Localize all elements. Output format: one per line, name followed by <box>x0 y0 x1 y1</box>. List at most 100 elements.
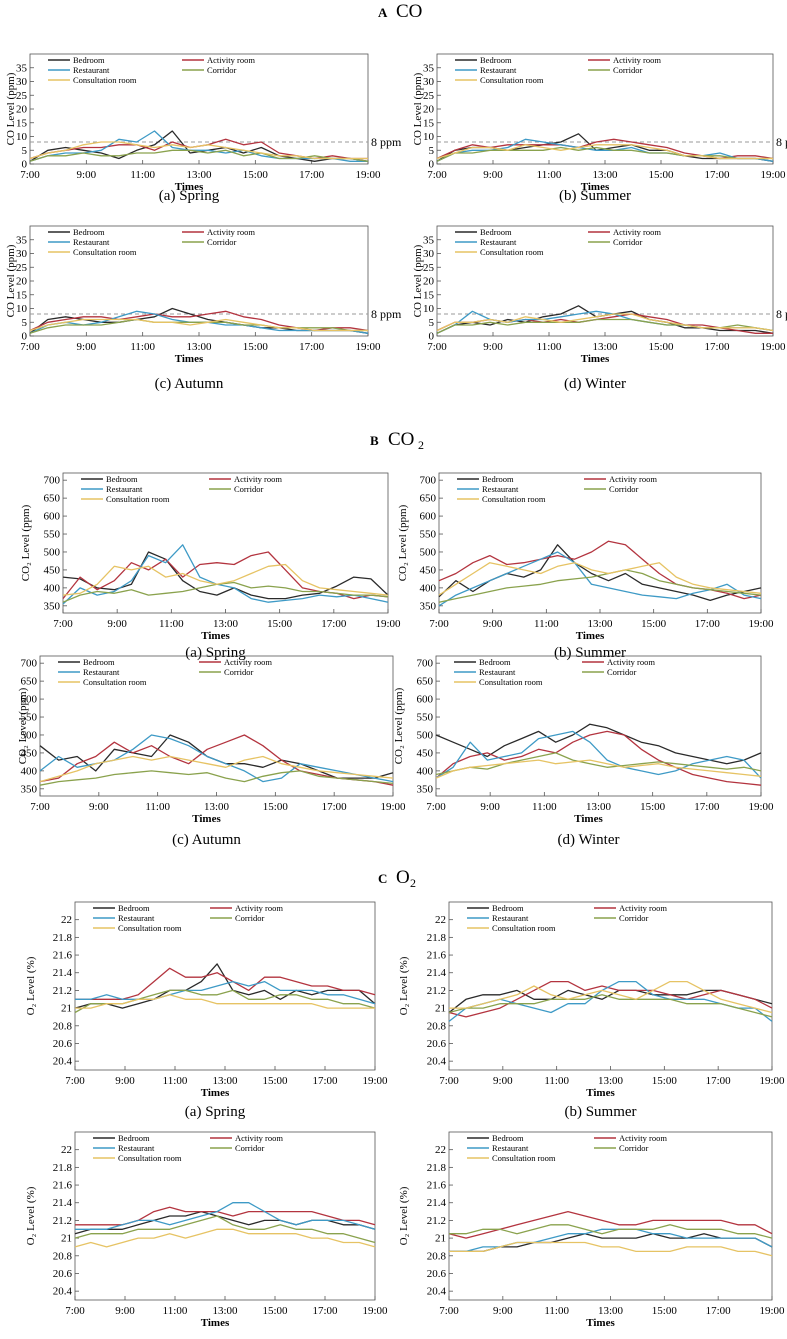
x-tick-label: 15:00 <box>243 169 269 181</box>
series-line-consultation-room <box>449 980 773 1014</box>
x-tick-label: 19:00 <box>355 169 381 181</box>
legend-label: Restaurant <box>73 237 110 247</box>
x-tick-label: 13:00 <box>212 1305 238 1317</box>
y-tick-label: 21.8 <box>427 932 447 944</box>
legend-label: Corridor <box>207 65 236 75</box>
x-tick-label: 19:00 <box>748 801 774 813</box>
y-tick-label: 650 <box>21 676 38 688</box>
x-tick-label: 13:00 <box>587 618 613 630</box>
y-tick-label: 35 <box>423 234 435 246</box>
x-tick-label: 15:00 <box>263 801 289 813</box>
y-axis-label: O₂ Level (%) <box>398 1186 410 1245</box>
series-line-corridor <box>449 1224 773 1239</box>
series-line-consultation-room <box>29 141 368 160</box>
series-line-restaurant <box>435 730 762 779</box>
y-tick-label: 450 <box>21 747 38 759</box>
y-tick-label: 21 <box>435 1233 446 1245</box>
x-tick-label: 17:00 <box>322 801 348 813</box>
y-tick-label: 21.4 <box>53 1197 73 1209</box>
series-line-activity-room <box>448 1210 773 1239</box>
x-tick-label: 15:00 <box>652 1305 678 1317</box>
legend-label: Consultation room <box>492 1153 556 1163</box>
x-tick-label: 17:00 <box>704 169 730 181</box>
legend-label: Activity room <box>207 55 255 65</box>
y-tick-label: 20.6 <box>427 1038 447 1050</box>
series-line-activity-room <box>448 980 773 1018</box>
x-tick-label: 9:00 <box>89 801 109 813</box>
y-tick-label: 700 <box>420 475 437 487</box>
panel-title: (b) Summer <box>554 645 626 661</box>
series-line-activity-room <box>435 730 762 786</box>
y-tick-label: 400 <box>44 582 61 594</box>
legend-label: Restaurant <box>492 913 529 923</box>
chart-panel: 350 400 450 500 550 600 650 700 7:00 9:00 11:00 13:… <box>397 472 774 661</box>
y-tick-label: 21.6 <box>427 1180 447 1192</box>
y-tick-label: 20.8 <box>53 1020 73 1032</box>
panel-title: (d) Winter <box>564 376 626 392</box>
legend-label: Consultation room <box>73 247 137 257</box>
chart-panel: 350 400 450 500 550 600 650 700 7:00 9:00 11:00 13:… <box>393 655 774 848</box>
legend-label: Activity room <box>619 903 667 913</box>
section-title-subscript: 2 <box>410 876 416 890</box>
x-tick-label: 17:00 <box>312 1075 338 1087</box>
threshold-label: 8 ppm <box>371 307 402 321</box>
y-tick-label: 21.2 <box>427 1215 446 1227</box>
x-tick-label: 13:00 <box>592 169 618 181</box>
x-tick-label: 13:00 <box>598 1075 624 1087</box>
chart-panel: 350 400 450 500 550 600 650 700 7:00 9:00 11:00 13:… <box>17 655 406 848</box>
series-line-bedroom <box>448 989 773 1014</box>
panel-title: (c) Autumn <box>172 832 241 848</box>
legend-label: Corridor <box>207 237 236 247</box>
x-tick-label: 7:00 <box>426 801 446 813</box>
x-tick-label: 7:00 <box>427 341 447 353</box>
y-tick-label: 15 <box>16 117 28 129</box>
series-line-corridor <box>62 581 389 603</box>
series-line-consultation-room <box>438 562 762 596</box>
series-line-restaurant <box>62 544 389 605</box>
legend-label: Consultation room <box>482 494 546 504</box>
legend-label: Activity room <box>234 474 282 484</box>
y-tick-label: 500 <box>417 729 434 741</box>
y-tick-label: 21.6 <box>53 950 73 962</box>
x-tick-label: 17:00 <box>299 169 325 181</box>
y-tick-label: 650 <box>44 493 61 505</box>
y-tick-label: 650 <box>420 493 437 505</box>
y-tick-label: 600 <box>420 511 437 523</box>
x-tick-label: 9:00 <box>115 1305 135 1317</box>
x-tick-label: 19:00 <box>748 618 774 630</box>
y-tick-label: 21 <box>435 1003 446 1015</box>
y-tick-label: 400 <box>21 765 38 777</box>
y-tick-label: 20.4 <box>427 1286 447 1298</box>
y-tick-label: 20.4 <box>427 1056 447 1068</box>
y-tick-label: 20.8 <box>427 1250 447 1262</box>
section-title: CO <box>396 1 422 22</box>
legend-label: Bedroom <box>106 474 138 484</box>
y-tick-label: 35 <box>16 234 28 246</box>
legend-label: Corridor <box>234 484 263 494</box>
y-tick-label: 5 <box>429 317 435 329</box>
x-axis-label: Times <box>586 1087 615 1099</box>
y-tick-label: 450 <box>417 747 434 759</box>
y-tick-label: 21.8 <box>53 1162 73 1174</box>
legend-label: Consultation room <box>83 677 147 687</box>
legend-label: Corridor <box>235 1143 264 1153</box>
y-tick-label: 21.4 <box>53 967 73 979</box>
legend-label: Bedroom <box>118 1133 150 1143</box>
y-axis-label: CO Level (ppm) <box>5 72 17 145</box>
legend-label: Bedroom <box>480 227 512 237</box>
y-tick-label: 550 <box>417 712 434 724</box>
x-tick-label: 7:00 <box>30 801 50 813</box>
legend-label: Bedroom <box>73 55 105 65</box>
y-tick-label: 20.6 <box>53 1268 73 1280</box>
series-line-corridor <box>448 994 773 1018</box>
y-tick-label: 600 <box>21 694 38 706</box>
x-tick-label: 15:00 <box>262 1075 288 1087</box>
y-axis-label: CO₂ Level (ppm) <box>397 504 409 581</box>
legend-label: Restaurant <box>73 65 110 75</box>
series-line-consultation-room <box>74 1228 376 1248</box>
section-heading-co2: B CO 2 <box>370 429 424 452</box>
x-tick-label: 9:00 <box>493 1305 513 1317</box>
legend-label: Activity room <box>207 227 255 237</box>
